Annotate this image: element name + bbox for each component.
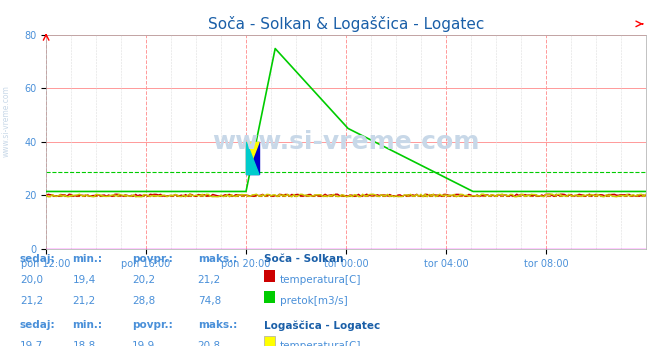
Text: maks.:: maks.:	[198, 320, 237, 330]
Text: povpr.:: povpr.:	[132, 320, 173, 330]
Text: Soča - Solkan: Soča - Solkan	[264, 254, 343, 264]
Text: Logaščica - Logatec: Logaščica - Logatec	[264, 320, 380, 330]
Text: www.si-vreme.com: www.si-vreme.com	[212, 130, 480, 154]
Text: 20,8: 20,8	[198, 341, 221, 346]
Text: min.:: min.:	[72, 254, 103, 264]
Text: maks.:: maks.:	[198, 254, 237, 264]
Title: Soča - Solkan & Logaščica - Logatec: Soča - Solkan & Logaščica - Logatec	[208, 16, 484, 32]
Text: sedaj:: sedaj:	[20, 320, 55, 330]
Text: 19,9: 19,9	[132, 341, 155, 346]
Text: temperatura[C]: temperatura[C]	[280, 341, 362, 346]
Text: 20,0: 20,0	[20, 275, 43, 285]
Text: 19,7: 19,7	[20, 341, 43, 346]
Text: 19,4: 19,4	[72, 275, 96, 285]
Text: 21,2: 21,2	[72, 296, 96, 306]
Text: 21,2: 21,2	[20, 296, 43, 306]
Text: 20,2: 20,2	[132, 275, 155, 285]
Text: povpr.:: povpr.:	[132, 254, 173, 264]
Text: 18,8: 18,8	[72, 341, 96, 346]
Text: 21,2: 21,2	[198, 275, 221, 285]
Text: min.:: min.:	[72, 320, 103, 330]
Text: sedaj:: sedaj:	[20, 254, 55, 264]
Text: temperatura[C]: temperatura[C]	[280, 275, 362, 285]
Text: www.si-vreme.com: www.si-vreme.com	[2, 85, 11, 157]
Text: 28,8: 28,8	[132, 296, 155, 306]
Text: pretok[m3/s]: pretok[m3/s]	[280, 296, 348, 306]
Text: 74,8: 74,8	[198, 296, 221, 306]
